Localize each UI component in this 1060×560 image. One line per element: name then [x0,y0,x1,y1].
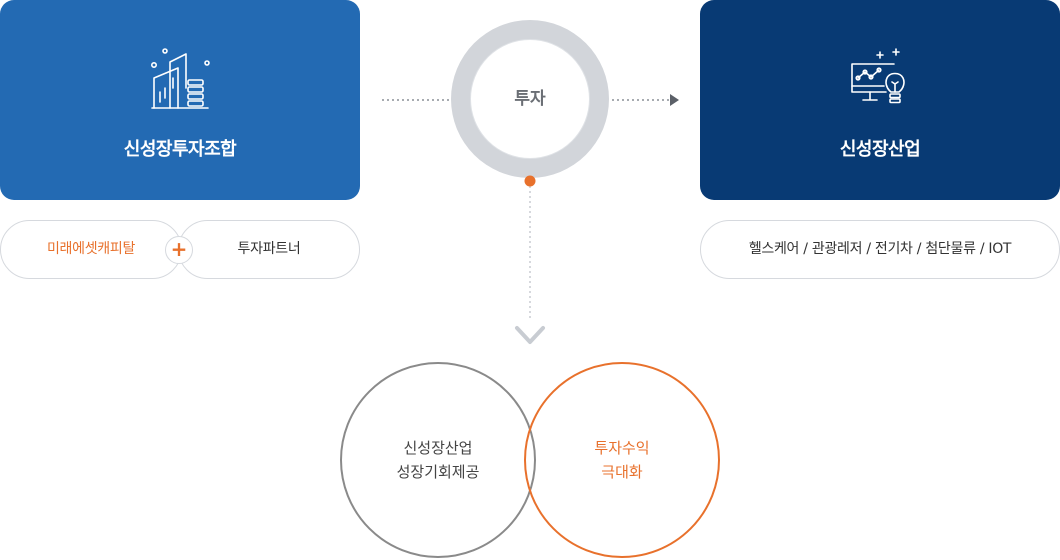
growth-opportunity-line1: 신성장산업 [403,439,473,457]
new-growth-industry-box: 신성장산업 [700,0,1060,200]
arrow-right-icon [670,94,679,106]
industries-pill: 헬스케어 / 관광레저 / 전기차 / 첨단물류 / IOT [700,220,1060,279]
partner-pill-mirae: 미래에셋캐피탈 [0,220,182,279]
building-coins-icon [150,48,210,109]
plus-icon: + [165,236,193,264]
return-maximization-circle: 투자수익 극대화 [524,362,720,558]
growth-opportunity-line2: 성장기회제공 [396,463,480,481]
monitor-lightbulb-icon [851,48,905,104]
investment-union-box: 신성장투자조합 [0,0,360,200]
chevron-down-icon [515,326,545,344]
new-growth-industry-title: 신성장산업 [839,139,921,160]
invest-label: 투자 [470,39,590,159]
investment-union-title: 신성장투자조합 [123,139,237,160]
return-maximization-line1: 투자수익 [594,439,650,457]
orange-dot [524,175,536,187]
partner-pill-investment-partner: 투자파트너 [178,220,360,279]
return-maximization-line2: 극대화 [601,463,643,481]
growth-opportunity-circle: 신성장산업 성장기회제공 [340,362,536,558]
